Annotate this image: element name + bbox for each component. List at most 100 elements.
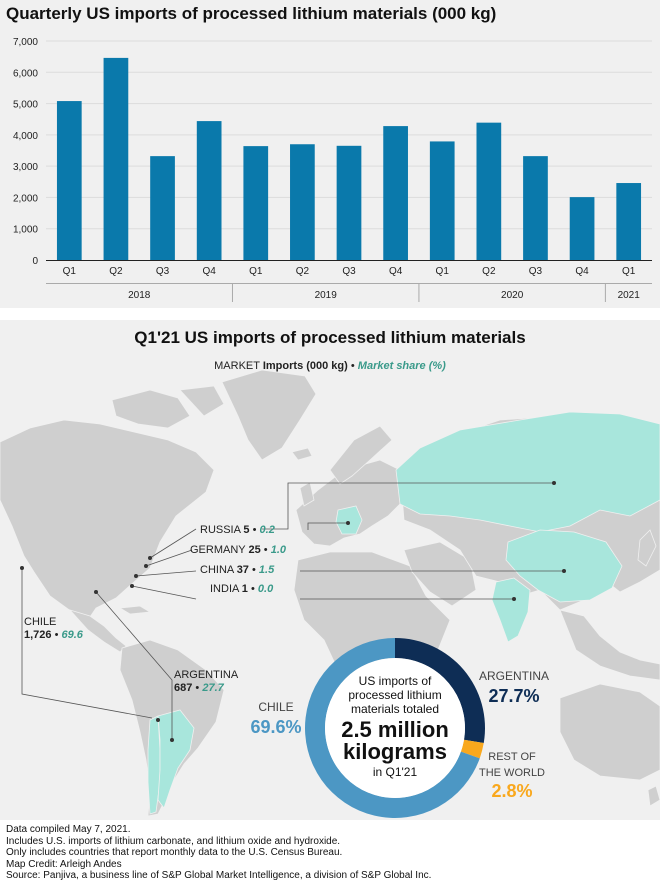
- x-tick-label: Q4: [389, 266, 403, 277]
- donut-center-line5: kilograms: [343, 739, 447, 764]
- x-group-label: 2020: [501, 290, 524, 301]
- arctic-islands2-shape: [179, 385, 225, 417]
- callout-lines: [21, 482, 564, 740]
- footer-line: Source: Panjiva, a business line of S&P …: [6, 870, 432, 882]
- russia-leader: [262, 482, 554, 530]
- legend-bullet: •: [350, 360, 355, 372]
- x-tick-label: Q4: [575, 266, 589, 277]
- callout-germany: GERMANY 25 • 1.0: [190, 544, 287, 556]
- usa-dot-4: [130, 584, 134, 588]
- germany-leader: [307, 522, 348, 530]
- callout-chile-name: CHILE: [24, 616, 56, 628]
- y-tick-label: 5,000: [13, 100, 38, 111]
- legend-market: MARKET: [214, 360, 260, 372]
- y-tick-label: 2,000: [13, 193, 38, 204]
- uk-shape: [299, 481, 315, 507]
- usa-fan-4: [131, 585, 197, 600]
- donut-center-line4: 2.5 million: [341, 717, 449, 742]
- x-tick-label: Q2: [482, 266, 496, 277]
- donut-slice: [460, 739, 484, 759]
- usa-fan-3: [135, 570, 197, 577]
- australia-shape: [559, 683, 660, 781]
- x-group-label: 2018: [128, 290, 151, 301]
- x-tick-label: Q4: [202, 266, 216, 277]
- russia-highlight: [395, 411, 660, 533]
- x-tick-label: Q3: [156, 266, 170, 277]
- argentina-leader: [95, 591, 173, 740]
- callout-dots: [20, 481, 566, 742]
- donut-label-chile: CHILE: [258, 700, 293, 714]
- x-group-label: 2021: [618, 290, 641, 301]
- nz-shape: [647, 785, 660, 807]
- callout-russia: RUSSIA 5 • 0.2: [200, 524, 275, 536]
- map-legend: MARKET Imports (000 kg) • Market share (…: [0, 360, 660, 372]
- bar: [103, 57, 129, 260]
- bar-chart-title: Quarterly US imports of processed lithiu…: [6, 4, 497, 23]
- usa-dot-3: [134, 574, 138, 578]
- greenland-shape: [221, 369, 317, 461]
- bar: [336, 145, 362, 260]
- legend-share: Market share (%): [357, 360, 446, 372]
- x-tick-label: Q3: [529, 266, 543, 277]
- russia-dot: [552, 481, 556, 485]
- bar-chart: 0 1,000 2,000 3,000 4,000 5,000 6,000 7,000 Q1 Q2…: [13, 37, 652, 302]
- donut-hole: [325, 658, 465, 798]
- donut-value-rest: 2.8%: [491, 781, 532, 801]
- callout-argentina-name: ARGENTINA: [174, 669, 239, 681]
- chile-leader: [21, 568, 153, 719]
- callout-china: CHINA 37 • 1.5: [200, 564, 275, 576]
- donut-slice: [395, 638, 485, 744]
- map-panel: Q1'21 US imports of processed lithium ma…: [0, 320, 660, 820]
- india-highlight: [491, 577, 531, 643]
- donut-label-rest-2: THE WORLD: [479, 767, 545, 779]
- china-highlight: [505, 529, 623, 603]
- map-title: Q1'21 US imports of processed lithium ma…: [134, 328, 526, 347]
- highlighted-countries: [147, 411, 660, 815]
- footer-line: Map Credit: Arleigh Andes: [6, 858, 122, 870]
- donut-value-chile: 69.6%: [250, 717, 301, 737]
- bar: [383, 126, 408, 261]
- bar: [196, 121, 222, 260]
- legend-imports: Imports (000 kg): [262, 360, 348, 372]
- y-tick-label: 6,000: [13, 68, 38, 79]
- world-map: RUSSIA 5 • 0.2 GERMANY 25 • 1.0 CHINA 37…: [0, 369, 660, 818]
- y-tick-label: 1,000: [13, 225, 38, 236]
- donut-label-rest-1: REST OF: [488, 751, 536, 763]
- bar: [429, 141, 455, 260]
- germany-highlight: [335, 505, 363, 535]
- bar: [150, 156, 175, 260]
- y-tick-label: 7,000: [13, 37, 38, 48]
- callout-india: INDIA 1 • 0.0: [210, 583, 274, 595]
- bar-chart-panel: Quarterly US imports of processed lithiu…: [0, 0, 660, 308]
- middle-east-shape: [403, 541, 477, 607]
- x-group-label: 2019: [315, 290, 338, 301]
- y-tick-label: 4,000: [13, 131, 38, 142]
- se-asia-shape: [559, 609, 660, 681]
- x-tick-label: Q1: [436, 266, 450, 277]
- x-tick-label: Q3: [342, 266, 356, 277]
- donut-center-line6: in Q1'21: [373, 765, 418, 779]
- bar: [56, 101, 82, 260]
- callout-argentina-values: 687 • 27.7: [174, 682, 225, 694]
- footer-line: Data compiled May 7, 2021.: [6, 824, 131, 835]
- footer-notes: Data compiled May 7, 2021. Includes U.S.…: [6, 824, 431, 882]
- y-tick-label: 3,000: [13, 162, 38, 173]
- china-dot: [562, 569, 566, 573]
- central-america-shape: [68, 609, 127, 653]
- iceland-shape: [291, 447, 313, 461]
- india-dot: [512, 597, 516, 601]
- bar: [243, 146, 269, 260]
- usa-dot-argentina: [94, 590, 98, 594]
- x-tick-label: Q2: [109, 266, 123, 277]
- donut-label-argentina: ARGENTINA: [479, 669, 549, 683]
- argentina-dot: [170, 738, 174, 742]
- donut-center-line2: processed lithium: [348, 688, 441, 702]
- donut-chart: [305, 638, 485, 818]
- footer-line: Includes U.S. imports of lithium carbona…: [6, 835, 341, 847]
- japan-shape: [637, 529, 657, 567]
- usa-dot-chile: [20, 566, 24, 570]
- y-tick-label: 0: [32, 256, 38, 267]
- donut-value-argentina: 27.7%: [488, 686, 539, 706]
- callout-chile-values: 1,726 • 69.6: [24, 629, 84, 641]
- bar: [616, 183, 642, 260]
